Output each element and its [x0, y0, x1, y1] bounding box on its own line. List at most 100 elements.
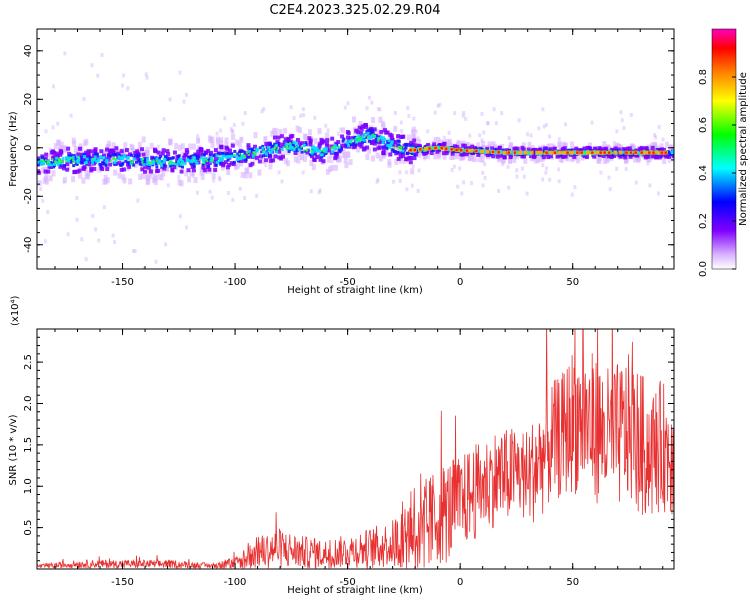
spectrogram-band-violet [381, 147, 386, 152]
spectrogram-halo [141, 136, 146, 143]
spectrogram-band-violet [398, 151, 403, 156]
spectrogram-band-blue [605, 153, 609, 157]
spectrogram-band-violet [455, 145, 460, 150]
spectrogram-halo [78, 172, 83, 179]
spectrogram-band-violet [432, 142, 437, 147]
spectrogram-halo [311, 164, 316, 171]
spectrogram-halo [487, 144, 492, 151]
spectrogram-speckle [615, 129, 619, 134]
spectrogram-band-green [527, 151, 530, 154]
spectrogram-band-violet [196, 149, 201, 154]
spectrogram-band-cyan [324, 147, 328, 151]
spectrogram-band-blue [109, 154, 113, 158]
spectrogram-halo [137, 141, 142, 148]
spectrogram-band-blue [277, 143, 281, 147]
spectrogram-halo [527, 141, 532, 148]
spectrogram-band-cyan [379, 135, 383, 139]
spectrogram-speckle [544, 122, 548, 127]
spectrogram-band-cyan [90, 158, 94, 162]
spectrogram-halo [470, 154, 475, 161]
bottom-y-axis-label: SNR (10 * v/v) [8, 414, 19, 485]
spectrogram-band-cyan [56, 163, 60, 167]
spectrogram-band-green [289, 142, 292, 145]
spectrogram-core-orange [523, 150, 528, 155]
spectrogram-speckle [426, 129, 430, 134]
spectrogram-band-violet [124, 148, 129, 153]
spectrogram-band-green [54, 160, 57, 163]
spectrogram-band-violet [424, 151, 429, 156]
spectrogram-band-blue [228, 153, 232, 157]
spectrogram-band-violet [391, 140, 396, 145]
spectrogram-band-blue [300, 146, 304, 150]
spectrogram-band-cyan [312, 145, 316, 149]
spectrogram-speckle [229, 127, 233, 132]
spectrogram-band-violet [318, 157, 323, 162]
spectrogram-speckle [494, 121, 498, 126]
spectrogram-speckle [522, 174, 526, 179]
spectrogram-halo [274, 128, 279, 135]
spectrogram-halo [239, 136, 244, 143]
spectrogram-band-blue [273, 142, 277, 146]
spectrogram-speckle [648, 183, 652, 188]
spectrogram-speckle [365, 106, 369, 111]
spectrogram-band-violet [330, 136, 335, 141]
spectrogram-band-green [330, 147, 333, 150]
spectrogram-halo [293, 156, 298, 163]
spectrogram-band-green [46, 162, 49, 165]
spectrogram-band-green [356, 136, 359, 139]
spectrogram-band-cyan [311, 150, 315, 154]
spectrogram-band-blue [74, 157, 78, 161]
spectrogram-band-violet [476, 152, 481, 157]
spectrogram-band-blue [431, 148, 435, 152]
spectrogram-speckle [608, 187, 612, 192]
spectrogram-halo [157, 173, 162, 180]
spectrogram-halo [130, 144, 135, 151]
spectrogram-halo [37, 180, 42, 187]
spectrogram-core-red [553, 151, 557, 154]
spectrogram-band-blue [151, 156, 155, 160]
spectrogram-band-violet [172, 150, 177, 155]
spectrogram-band-violet [213, 167, 218, 172]
spectrogram-band-violet [549, 154, 554, 159]
colorbar-tick-label: 0.0 [698, 261, 709, 277]
spectrogram-halo [465, 142, 470, 149]
spectrogram-band-violet [340, 134, 345, 139]
spectrogram-speckle [375, 179, 379, 184]
spectrogram-speckle [289, 105, 293, 110]
spectrogram-band-violet [372, 147, 377, 152]
spectrogram-band-violet [627, 146, 632, 151]
spectrogram-halo [298, 127, 303, 134]
spectrogram-band-blue [189, 162, 193, 166]
spectrogram-band-violet [555, 154, 560, 159]
spectrogram-speckle [458, 166, 462, 171]
spectrogram-speckle [486, 121, 490, 126]
spectrogram-band-cyan [65, 156, 69, 160]
spectrogram-band-cyan [215, 154, 219, 158]
spectrogram-band-green [283, 145, 286, 148]
spectrogram-band-blue [416, 149, 420, 153]
spectrogram-halo [433, 149, 438, 156]
spectrogram-speckle [507, 185, 511, 190]
spectrogram-halo [179, 180, 184, 187]
spectrogram-band-violet [453, 144, 458, 149]
spectrogram-band-blue [404, 142, 408, 146]
spectrogram-band-violet [325, 138, 330, 143]
spectrogram-speckle [542, 124, 546, 129]
spectrogram-core-red [640, 151, 643, 154]
spectrogram-speckle [470, 181, 474, 186]
spectrogram-band-violet [99, 149, 104, 154]
spectrogram-band-cyan [215, 160, 219, 164]
spectrogram-band-cyan [54, 156, 58, 160]
spectrogram-speckle [483, 175, 487, 180]
spectrogram-band-violet [198, 154, 203, 159]
spectrogram-band-blue [138, 162, 142, 166]
spectrogram-band-violet [616, 147, 621, 152]
spectrogram-speckle [231, 129, 235, 134]
spectrogram-band-cyan [381, 141, 385, 145]
spectrogram-band-blue [304, 143, 308, 147]
spectrogram-band-cyan [82, 154, 86, 158]
spectrogram-band-violet [297, 141, 302, 146]
spectrogram-band-blue [143, 157, 147, 161]
spectrogram-band-blue [277, 142, 281, 146]
spectrogram-halo [130, 147, 135, 154]
